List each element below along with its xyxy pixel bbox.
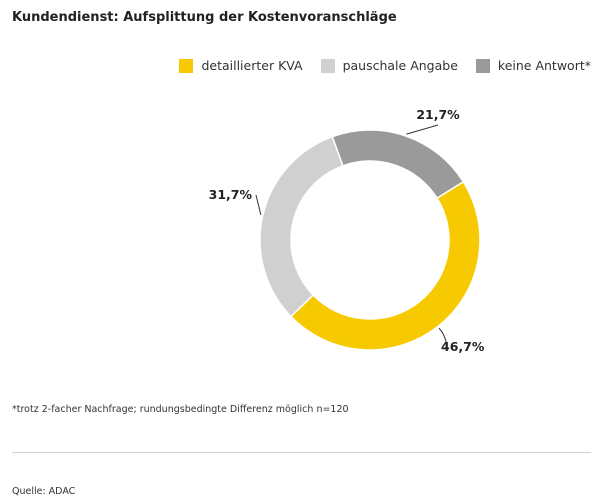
chart-legend: detaillierter KVA pauschale Angabe keine… [150, 58, 591, 73]
donut-slice-flat-rate [259, 135, 344, 318]
donut-slice-no-answer [331, 129, 465, 200]
legend-item-flat-rate: pauschale Angabe [320, 58, 458, 73]
slice-label-detailed: 46,7% [441, 339, 485, 354]
legend-label-detailed: detaillierter KVA [201, 58, 303, 73]
legend-swatch-detailed [179, 58, 194, 73]
legend-label-flat-rate: pauschale Angabe [342, 58, 458, 73]
slice-label-flat-rate: 31,7% [209, 187, 253, 202]
legend-item-no-answer: keine Antwort* [475, 58, 591, 73]
divider [12, 452, 591, 453]
legend-swatch-flat-rate [320, 58, 335, 73]
donut-slice-detailed [289, 180, 481, 351]
leader-line-no-answer [406, 124, 439, 135]
legend-swatch-no-answer [475, 58, 490, 73]
leader-line-flat-rate [255, 194, 262, 216]
slice-label-no-answer: 21,7% [416, 107, 460, 122]
source-note: Quelle: ADAC [12, 486, 76, 497]
legend-item-detailed: detaillierter KVA [179, 58, 303, 73]
leader-line-detailed [438, 327, 448, 347]
legend-label-no-answer: keine Antwort* [497, 58, 591, 73]
chart-title: Kundendienst: Aufsplittung der Kostenvor… [12, 10, 397, 25]
donut-chart: 46,7% 31,7% 21,7% [209, 107, 485, 354]
footnote: *trotz 2-facher Nachfrage; rundungsbedin… [12, 404, 349, 415]
